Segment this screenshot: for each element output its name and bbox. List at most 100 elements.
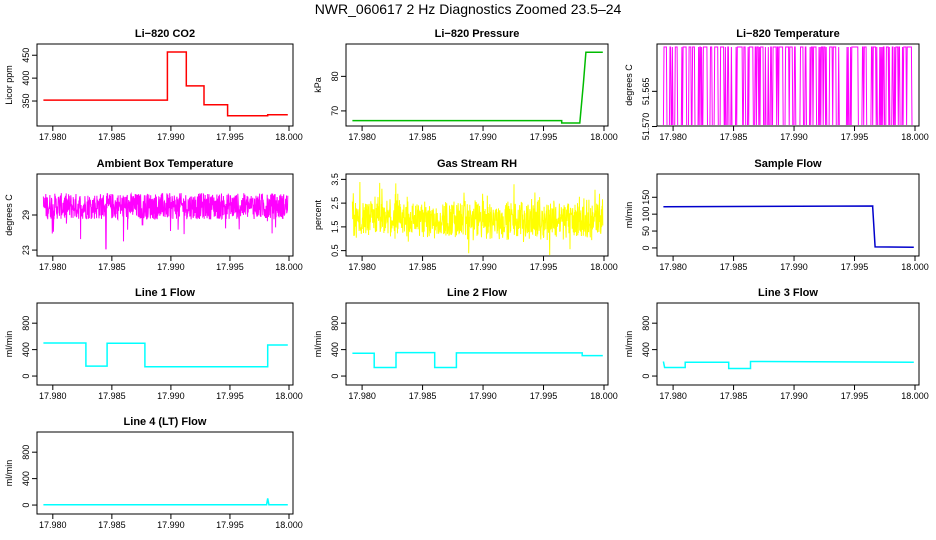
chart-title: Gas Stream RH (437, 158, 517, 170)
x-tick-label: 17.990 (469, 391, 497, 401)
x-tick-label: 18.000 (275, 520, 303, 530)
x-tick-label: 17.980 (39, 132, 67, 142)
x-tick-label: 17.995 (216, 132, 244, 142)
series-line (43, 342, 288, 368)
x-tick-label: 17.990 (157, 132, 185, 142)
x-tick-label: 18.000 (275, 262, 303, 272)
y-axis-label: ml/min (313, 331, 323, 358)
y-tick-label: 400 (21, 71, 31, 86)
x-tick-label: 17.990 (157, 391, 185, 401)
y-axis-label: ml/min (624, 202, 634, 229)
plot-frame (656, 43, 920, 127)
y-axis-label: ml/min (624, 331, 634, 358)
x-tick-label: 17.980 (348, 262, 376, 272)
y-tick-label: 150 (641, 190, 651, 205)
plot-frame (36, 43, 294, 127)
x-tick-label: 17.995 (530, 132, 558, 142)
x-tick-label: 18.000 (901, 391, 929, 401)
y-tick-label: 70 (330, 106, 340, 116)
x-tick-label: 17.985 (409, 262, 437, 272)
x-tick-label: 18.000 (901, 132, 929, 142)
chart-title: Li−820 CO2 (135, 28, 195, 40)
chart-title: Sample Flow (754, 158, 822, 170)
chart-title: Line 2 Flow (447, 287, 507, 299)
y-tick-label: 450 (21, 48, 31, 63)
series-line (352, 51, 603, 124)
y-axis-label: ml/min (4, 460, 14, 487)
x-tick-label: 17.995 (841, 132, 869, 142)
x-tick-label: 18.000 (275, 391, 303, 401)
y-tick-label: 29 (21, 210, 31, 220)
x-tick-label: 17.995 (216, 520, 244, 530)
x-tick-label: 17.990 (780, 262, 808, 272)
y-tick-label: 400 (641, 342, 651, 357)
series-line (43, 51, 288, 117)
series-line (43, 498, 288, 506)
x-tick-label: 17.995 (530, 262, 558, 272)
chart-panel: Line 3 Flow 17.980 17.985 17.990 17.995 18.00… (624, 287, 929, 401)
plot-frame (36, 302, 294, 386)
chart-panel: Ambient Box Temperature 17.980 17.985 17.99… (4, 158, 303, 272)
y-axis-label: ml/min (4, 331, 14, 358)
x-tick-label: 17.985 (98, 132, 126, 142)
x-tick-label: 17.980 (39, 262, 67, 272)
chart-panel: Li−820 Temperature 17.980 17.985 17.990 17.9… (624, 28, 929, 142)
x-tick-label: 18.000 (901, 262, 929, 272)
y-tick-label: 400 (21, 471, 31, 486)
x-tick-label: 17.985 (720, 391, 748, 401)
y-tick-label: 23 (21, 245, 31, 255)
x-tick-label: 17.980 (39, 391, 67, 401)
y-tick-label: 800 (641, 316, 651, 331)
series-line (42, 191, 289, 250)
x-tick-label: 18.000 (590, 391, 618, 401)
x-tick-label: 17.995 (216, 262, 244, 272)
plot-frame (36, 431, 294, 515)
x-tick-label: 17.985 (409, 132, 437, 142)
series-line (352, 351, 603, 369)
x-tick-label: 17.995 (216, 391, 244, 401)
x-tick-label: 18.000 (590, 262, 618, 272)
y-tick-label: 0 (21, 503, 31, 508)
x-tick-label: 17.990 (157, 520, 185, 530)
plot-frame (656, 173, 920, 257)
x-tick-label: 17.980 (659, 132, 687, 142)
plot-frame (345, 302, 609, 386)
x-tick-label: 17.995 (530, 391, 558, 401)
y-tick-label: 0 (641, 374, 651, 379)
x-tick-label: 17.985 (720, 132, 748, 142)
y-tick-label: 3.5 (330, 173, 340, 186)
x-tick-label: 17.990 (780, 391, 808, 401)
series-line (351, 181, 604, 255)
y-tick-label: 2.5 (330, 197, 340, 210)
x-tick-label: 17.980 (348, 132, 376, 142)
y-tick-label: 51.570 (641, 113, 651, 141)
series-line (662, 360, 914, 370)
chart-title: Line 1 Flow (135, 287, 195, 299)
y-axis-label: degrees C (4, 194, 14, 236)
x-tick-label: 17.985 (409, 391, 437, 401)
x-tick-label: 17.990 (469, 262, 497, 272)
plot-frame (345, 173, 609, 257)
plot-frame (345, 43, 609, 127)
y-tick-label: 100 (641, 207, 651, 222)
y-axis-label: kPa (313, 77, 323, 93)
y-axis-label: degrees C (624, 64, 634, 106)
x-tick-label: 17.985 (98, 391, 126, 401)
x-tick-label: 18.000 (275, 132, 303, 142)
y-tick-label: 0 (330, 374, 340, 379)
y-tick-label: 800 (21, 316, 31, 331)
x-tick-label: 17.985 (720, 262, 748, 272)
page-title: NWR_060617 2 Hz Diagnostics Zoomed 23.5–… (314, 1, 622, 17)
chart-panel: Li−820 CO2 17.980 17.985 17.990 17.995 18.000… (4, 28, 303, 142)
chart-title: Li−820 Temperature (736, 28, 839, 40)
y-tick-label: 51.565 (641, 78, 651, 106)
x-tick-label: 17.985 (98, 520, 126, 530)
y-tick-label: 400 (21, 342, 31, 357)
y-tick-label: 50 (641, 226, 651, 236)
y-axis-label: percent (313, 199, 323, 230)
chart-panel: Line 1 Flow 17.980 17.985 17.990 17.995 18.00… (4, 287, 303, 401)
y-tick-label: 800 (330, 316, 340, 331)
y-tick-label: 0 (641, 245, 651, 250)
y-axis-label: Licor ppm (4, 65, 14, 105)
